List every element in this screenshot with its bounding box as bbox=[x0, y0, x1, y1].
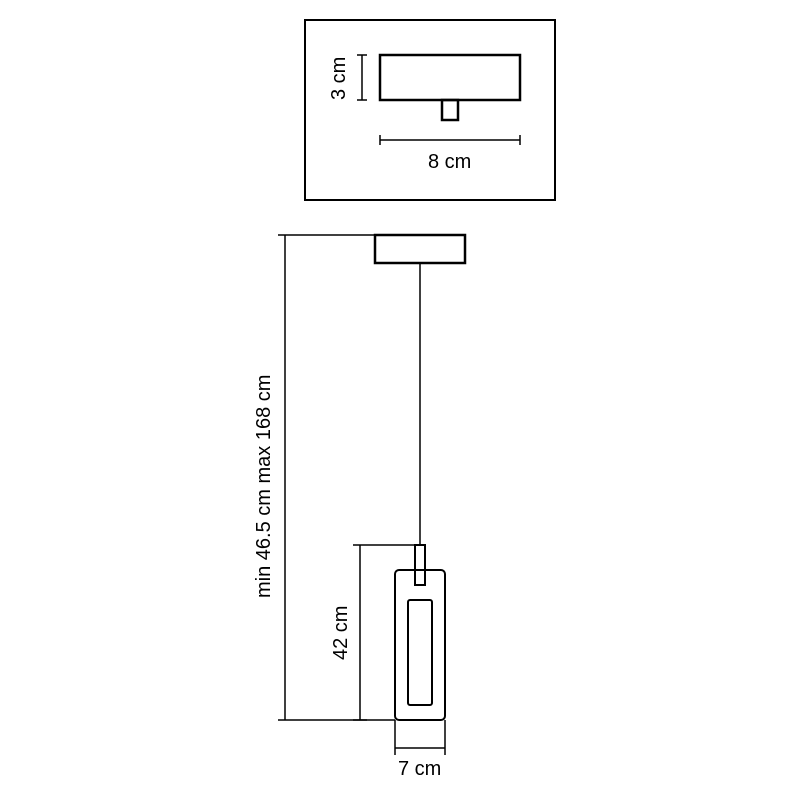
inset-height-dim: 3 cm bbox=[328, 55, 367, 100]
main-rod bbox=[415, 545, 425, 585]
main-glass bbox=[395, 570, 445, 720]
inset-group: 3 cm 8 cm bbox=[305, 20, 555, 200]
inset-canopy bbox=[380, 55, 520, 100]
inset-stem bbox=[442, 100, 458, 120]
inset-height-label: 3 cm bbox=[328, 57, 350, 100]
main-inner bbox=[408, 600, 432, 705]
total-height-label: min 46.5 cm max 168 cm bbox=[253, 375, 275, 598]
pendant-group: min 46.5 cm max 168 cm 42 cm 7 cm bbox=[253, 235, 465, 780]
bottom-width-dim: 7 cm bbox=[395, 720, 445, 780]
inset-width-dim: 8 cm bbox=[380, 135, 520, 173]
body-height-dim: 42 cm bbox=[330, 545, 415, 720]
bottom-width-label: 7 cm bbox=[398, 758, 441, 780]
main-canopy bbox=[375, 235, 465, 263]
inset-frame bbox=[305, 20, 555, 200]
dimension-drawing: 3 cm 8 cm min 46.5 cm max 168 cm bbox=[0, 0, 800, 800]
inset-width-label: 8 cm bbox=[428, 151, 471, 173]
body-height-label: 42 cm bbox=[330, 606, 352, 660]
total-height-dim: min 46.5 cm max 168 cm bbox=[253, 235, 395, 720]
